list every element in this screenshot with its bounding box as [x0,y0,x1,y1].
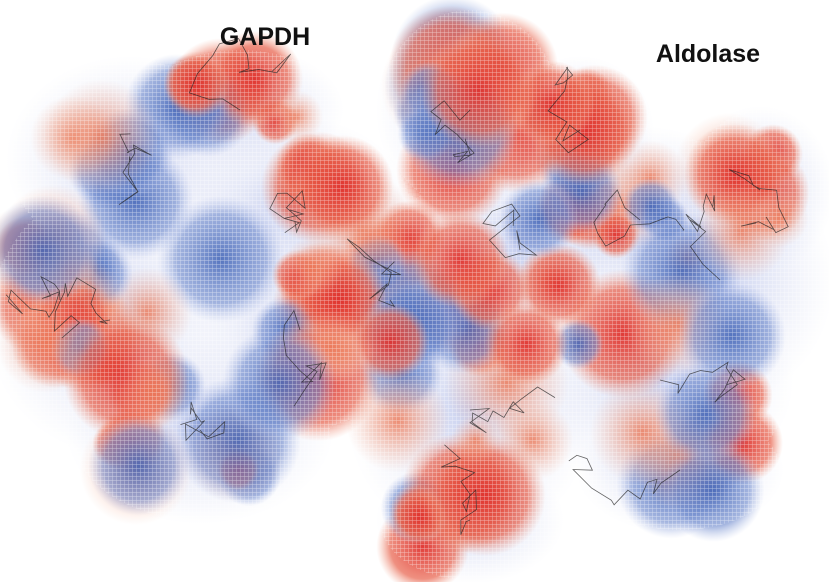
molecule-image: GAPDH Aldolase [0,0,829,582]
label: GAPDH [220,23,310,51]
page: GAPDH Aldolase (() => { const data = JSO… [0,0,829,582]
mesh-overlay [0,0,829,582]
label: Aldolase [656,40,760,68]
